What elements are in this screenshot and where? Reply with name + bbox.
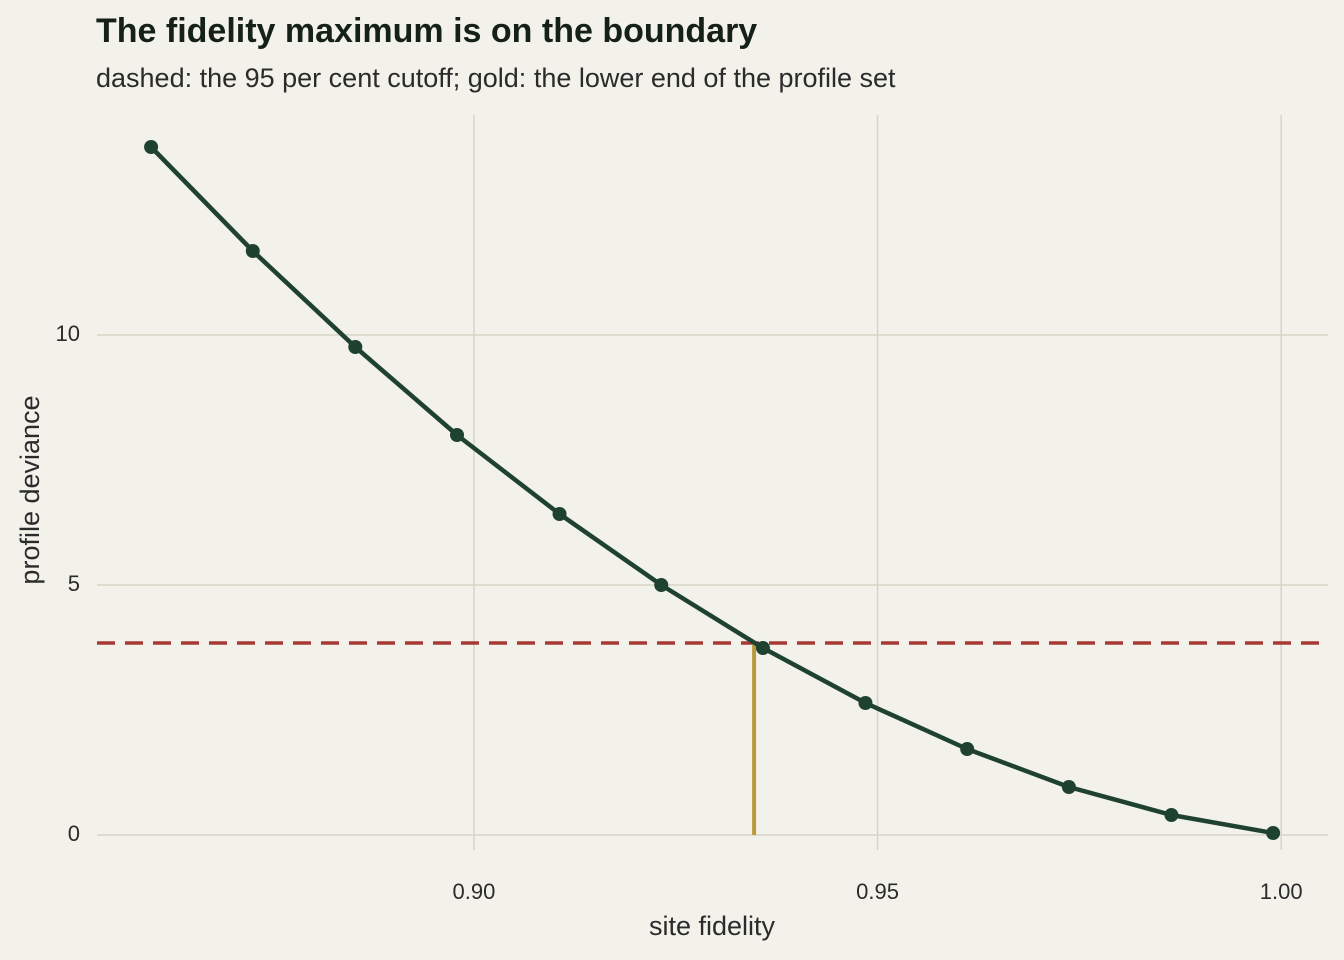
point [552, 507, 567, 521]
point [755, 641, 770, 655]
y-tick-label: 0 [68, 821, 80, 846]
y-tick-label: 5 [68, 571, 80, 596]
chart-title: The fidelity maximum is on the boundary [96, 12, 757, 50]
series-line [149, 145, 1274, 836]
point [960, 742, 975, 756]
point [1164, 808, 1179, 822]
point [450, 428, 465, 442]
point [858, 696, 873, 710]
point [1061, 780, 1076, 794]
point [654, 578, 669, 592]
point [144, 140, 159, 154]
x-tick-label: 0.90 [453, 879, 496, 904]
grid: 0 5 10 0.90 0.95 1.00 [56, 115, 1328, 904]
plot [97, 140, 1328, 840]
point [348, 340, 363, 354]
chart-subtitle: dashed: the 95 per cent cutoff; gold: th… [96, 63, 896, 93]
x-tick-label: 0.95 [856, 879, 899, 904]
y-axis-label: profile deviance [15, 395, 45, 584]
x-tick-label: 1.00 [1260, 879, 1303, 904]
point [1266, 826, 1281, 840]
x-axis-label: site fidelity [649, 911, 776, 941]
point [245, 244, 260, 258]
y-tick-label: 10 [56, 321, 80, 346]
